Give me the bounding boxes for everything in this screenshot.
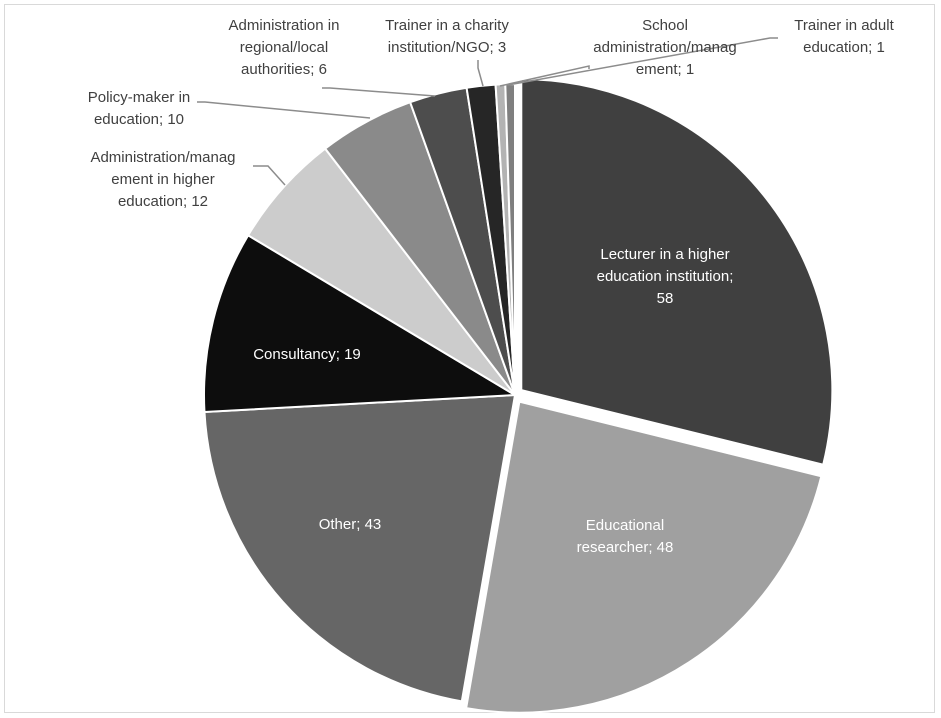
slice-label-2: Educational researcher; 48 [577,517,674,556]
slice-label-line: School [642,17,688,34]
slice-label-line: regional/local [240,39,328,56]
pie-slice-4 [203,233,519,414]
slice-label-line: Consultancy; 19 [253,346,361,363]
slice-label-line: Policy-maker in [88,89,191,106]
slice-label-line: Other; 43 [319,516,382,533]
slice-label-line: education; 1 [803,39,885,56]
pie-slice-2 [465,400,823,714]
slice-label-line: Administration in [229,17,340,34]
slice-label-line: Lecturer in a higher [600,246,729,263]
slice-label-10: Trainer in adult education; 1 [794,17,894,56]
leader-lines [197,37,778,186]
slice-label-1: Lecturer in a higher education institutio… [597,246,734,307]
slice-label-line: Trainer in a charity [385,17,509,34]
slice-label-line: researcher; 48 [577,539,674,556]
slice-label-7: Administration in regional/local authoriti… [229,17,340,78]
slice-label-line: ement; 1 [636,61,694,78]
leader-line-5 [253,165,286,186]
leader-line-7 [322,87,436,97]
pie-slices [203,78,834,714]
slice-label-line: institution/NGO; 3 [388,39,506,56]
slice-label-3: Other; 43 [319,516,382,533]
slice-label-4: Consultancy; 19 [253,346,361,363]
slice-label-5: Administration/manag ement in higher educa… [90,149,235,210]
leader-line-10 [507,37,778,86]
leader-line-8 [477,60,484,87]
slice-label-line: Trainer in adult [794,17,894,34]
slice-label-line: Administration/manag [90,149,235,166]
pie-slice-1 [520,78,834,466]
slice-label-line: authorities; 6 [241,61,327,78]
slice-label-line: Educational [586,517,664,534]
slice-label-line: education institution; [597,268,734,285]
slice-label-line: ement in higher [111,171,214,188]
slice-label-9: School administration/manag ement; 1 [593,17,736,78]
slice-label-6: Policy-maker in education; 10 [88,89,191,128]
slice-labels: Lecturer in a higher education institutio… [88,17,895,556]
slice-label-line: 58 [657,290,674,307]
slice-label-line: education; 12 [118,193,208,210]
leader-line-9 [499,65,590,87]
slice-label-line: administration/manag [593,39,736,56]
slice-label-8: Trainer in a charity institution/NGO; 3 [385,17,509,56]
leader-line-6 [197,101,371,119]
slice-label-line: education; 10 [94,111,184,128]
pie-slice-3 [203,393,517,703]
